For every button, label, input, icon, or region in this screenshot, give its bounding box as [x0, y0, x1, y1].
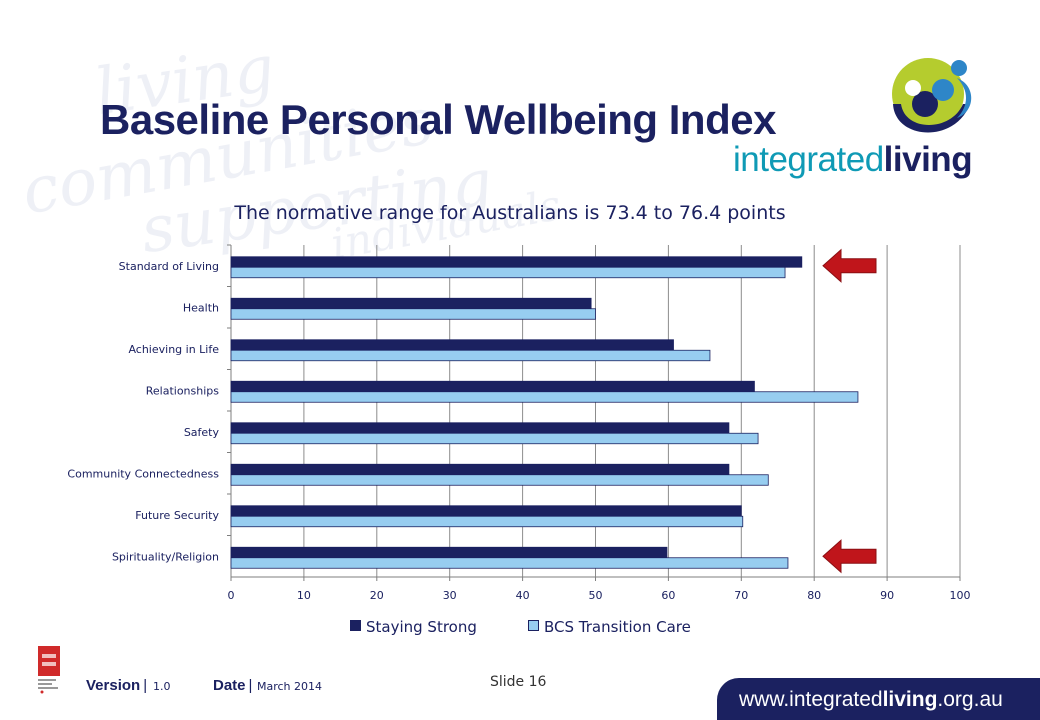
x-tick-label: 40	[516, 589, 530, 602]
legend-swatch	[350, 620, 361, 631]
legend-item-series-2: BCS Transition Care	[528, 618, 691, 636]
date-label: Date |	[213, 677, 253, 694]
logo-wordmark: integratedliving	[733, 140, 973, 180]
bar-bcs-transition-care	[230, 432, 759, 445]
chart-subtitle: The normative range for Australians is 7…	[234, 202, 786, 224]
logo-word-part1: integrated	[733, 140, 884, 179]
bar-staying-strong	[230, 546, 668, 559]
logo-word-part2: living	[883, 140, 973, 179]
x-tick-label: 70	[734, 589, 748, 602]
bar-staying-strong	[230, 256, 803, 268]
arrow-left-icon	[822, 539, 877, 574]
bar-bcs-transition-care	[230, 349, 711, 362]
x-tick-label: 30	[443, 589, 457, 602]
x-tick-label: 60	[661, 589, 675, 602]
legend-swatch	[528, 620, 539, 631]
bar-bcs-transition-care	[230, 308, 596, 320]
bar-bcs-transition-care	[230, 557, 789, 569]
bar-staying-strong	[230, 380, 755, 393]
bar-staying-strong	[230, 463, 730, 476]
version-value: 1.0	[153, 680, 171, 693]
x-tick-label: 80	[807, 589, 821, 602]
legend-item-series-1: Staying Strong	[350, 618, 477, 636]
website-url: www.integratedliving.org.au	[739, 688, 1003, 711]
legend-label: Staying Strong	[366, 618, 477, 636]
version-label: Version |	[86, 677, 148, 694]
slide-title: Baseline Personal Wellbeing Index	[100, 96, 776, 143]
bar-staying-strong	[230, 505, 742, 517]
bar-bcs-transition-care	[230, 515, 744, 528]
x-tick-label: 0	[228, 589, 235, 602]
bar-staying-strong	[230, 339, 674, 351]
bar-staying-strong	[230, 422, 730, 434]
bar-bcs-transition-care	[230, 391, 859, 403]
bar-bcs-transition-care	[230, 474, 769, 486]
bar-chart: 0 10 20 30 40 50 60 70 80 90 100 Standard of Living…	[67, 244, 971, 602]
arrow-left-icon	[822, 248, 877, 283]
x-tick-label: 90	[880, 589, 894, 602]
category-label: Future Security	[135, 509, 219, 522]
date-value: March 2014	[257, 680, 323, 693]
slide-number: Slide 16	[490, 674, 547, 690]
category-label: Relationships	[146, 384, 220, 397]
x-tick-label: 10	[297, 589, 311, 602]
x-tick-label: 100	[950, 589, 971, 602]
bar-bcs-transition-care	[230, 266, 786, 279]
category-label: Standard of Living	[119, 260, 219, 273]
x-tick-label: 20	[370, 589, 384, 602]
x-tick-label: 50	[589, 589, 603, 602]
category-label: Health	[183, 301, 219, 314]
website-banner: www.integratedliving.org.au	[717, 678, 1040, 720]
category-label: Community Connectedness	[67, 467, 219, 480]
category-label: Safety	[184, 426, 220, 439]
bar-staying-strong	[230, 297, 592, 310]
integrated-living-logo-icon	[892, 58, 972, 133]
category-label: Spirituality/Religion	[112, 550, 219, 563]
category-label: Achieving in Life	[128, 343, 219, 356]
legend-label: BCS Transition Care	[544, 618, 691, 636]
iso-certification-icon	[38, 646, 60, 694]
